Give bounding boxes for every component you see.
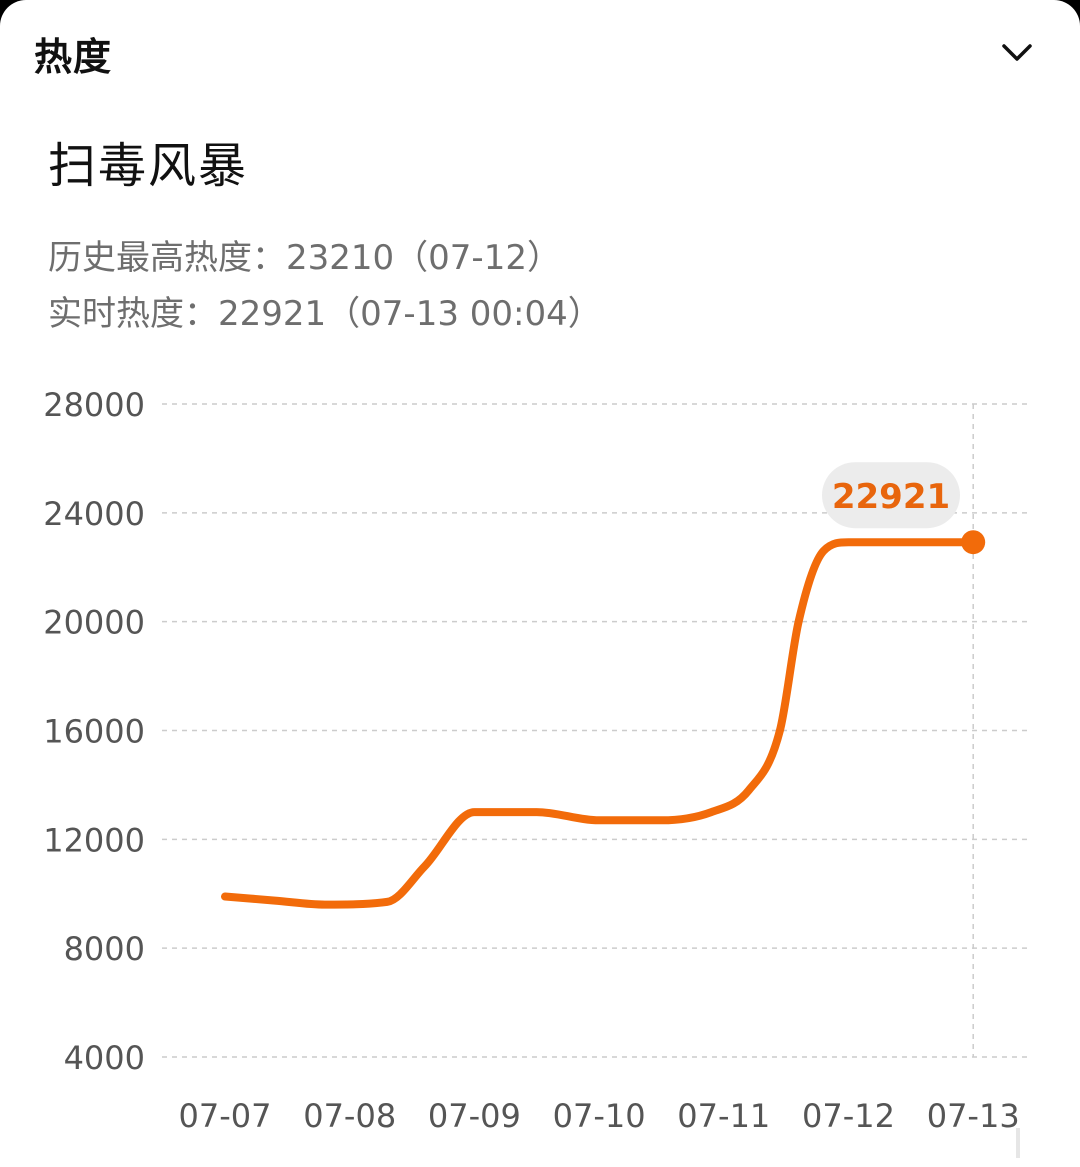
- y-tick-label: 8000: [64, 930, 145, 968]
- y-tick-label: 12000: [43, 821, 145, 859]
- peak-heat-stat: 历史最高热度：23210（07-12）: [48, 230, 561, 279]
- y-tick-label: 16000: [43, 713, 145, 751]
- x-tick-label: 07-09: [428, 1097, 521, 1135]
- corner-decoration: [1016, 1128, 1020, 1158]
- series-line: [221, 538, 978, 909]
- current-heat-value: 22921: [218, 294, 327, 334]
- x-tick-label: 07-07: [179, 1097, 272, 1135]
- y-tick-label: 28000: [43, 386, 145, 424]
- x-tick-label: 07-13: [927, 1097, 1020, 1135]
- heat-trend-chart: 28000 24000 20000 16000 12000 8000 4000 07-07 07…: [43, 386, 1032, 1135]
- value-bubble: [822, 462, 960, 529]
- peak-heat-label: 历史最高热度：: [48, 238, 286, 278]
- current-point: [961, 530, 986, 555]
- topic-title: 扫毒风暴: [48, 138, 249, 194]
- current-heat-label: 实时热度：: [48, 294, 218, 334]
- x-tick-label: 07-12: [802, 1097, 895, 1135]
- value-bubble-label: 22921: [832, 477, 950, 517]
- x-tick-label: 07-08: [303, 1097, 396, 1135]
- peak-heat-value: 23210: [286, 238, 395, 278]
- current-heat-stat: 实时热度：22921（07-13 00:04）: [48, 286, 602, 335]
- current-heat-time: （07-13 00:04）: [326, 294, 602, 334]
- x-tick-label: 07-10: [553, 1097, 646, 1135]
- y-tick-label: 4000: [64, 1039, 145, 1077]
- y-tick-label: 20000: [43, 604, 145, 642]
- section-title: 热度: [34, 35, 113, 79]
- x-tick-label: 07-11: [677, 1097, 770, 1135]
- chevron-down-icon[interactable]: [994, 34, 1040, 74]
- peak-heat-date: （07-12）: [394, 238, 561, 278]
- y-tick-label: 24000: [43, 495, 145, 533]
